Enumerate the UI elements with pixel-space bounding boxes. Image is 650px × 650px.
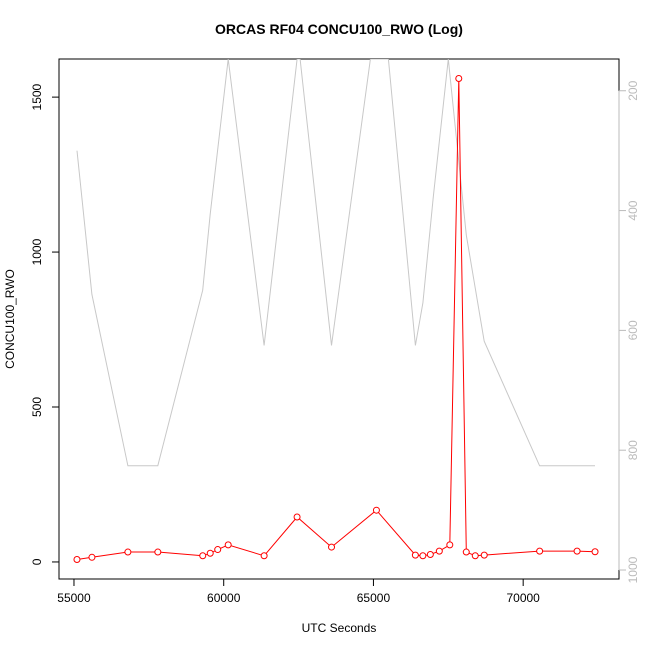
y-tick-label: 500 — [30, 397, 44, 417]
data-point — [224, 541, 232, 549]
secondary-y-tick-label: 600 — [626, 320, 640, 340]
data-point — [419, 552, 427, 560]
secondary-y-tick-label: 800 — [626, 440, 640, 460]
data-point — [124, 548, 132, 556]
x-tick-label: 60000 — [207, 591, 241, 605]
data-point — [199, 552, 207, 560]
data-point — [573, 547, 581, 555]
primary-series-line — [76, 78, 596, 560]
secondary-y-axis: 200 400 600 800 1000 — [618, 80, 640, 583]
y-tick-label: 0 — [30, 558, 44, 565]
data-point — [372, 506, 380, 514]
x-axis: 55000 60000 65000 70000 — [57, 578, 540, 605]
data-point — [471, 552, 479, 560]
y-axis: 0 500 1000 1500 — [30, 83, 60, 565]
data-point — [260, 552, 268, 560]
data-point — [73, 555, 81, 563]
data-point — [462, 548, 470, 556]
secondary-y-tick-label: 400 — [626, 200, 640, 220]
series-layer — [73, 59, 599, 563]
x-axis-label: UTC Seconds — [302, 621, 377, 635]
secondary-y-tick-label: 200 — [626, 80, 640, 100]
data-point — [435, 547, 443, 555]
data-point — [88, 553, 96, 561]
data-point — [591, 548, 599, 556]
secondary-y-tick-label: 1000 — [626, 556, 640, 583]
data-point — [536, 547, 544, 555]
data-point — [480, 551, 488, 559]
data-point — [455, 75, 463, 83]
y-axis-label: CONCU100_RWO — [3, 269, 17, 369]
data-point — [214, 546, 222, 554]
x-tick-label: 70000 — [506, 591, 540, 605]
secondary-series-line — [76, 59, 595, 467]
y-tick-label: 1500 — [30, 83, 44, 110]
data-point — [293, 513, 301, 521]
x-tick-label: 55000 — [57, 591, 91, 605]
data-point — [446, 541, 454, 549]
data-point — [206, 549, 214, 557]
plot-frame — [58, 58, 620, 580]
data-point — [411, 551, 419, 559]
chart-title: ORCAS RF04 CONCU100_RWO (Log) — [215, 21, 463, 37]
data-point — [426, 551, 434, 559]
data-point — [154, 548, 162, 556]
data-point — [328, 543, 336, 551]
x-tick-label: 65000 — [357, 591, 391, 605]
y-tick-label: 1000 — [30, 238, 44, 265]
